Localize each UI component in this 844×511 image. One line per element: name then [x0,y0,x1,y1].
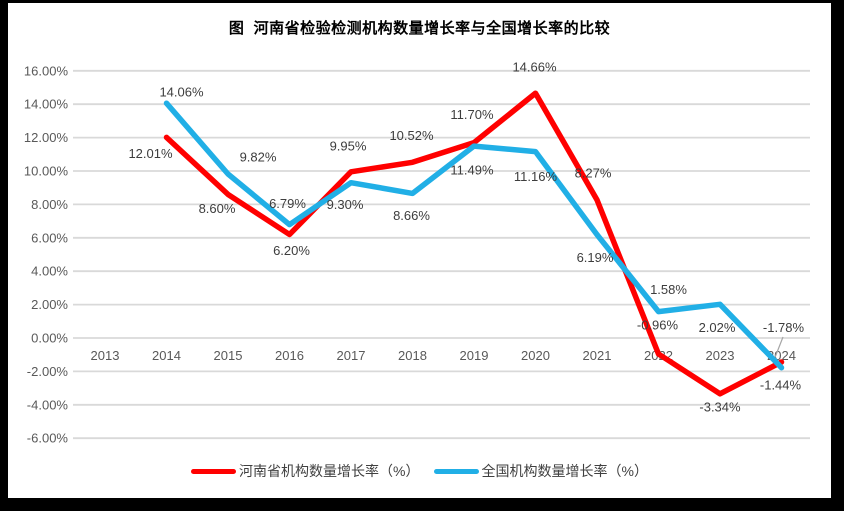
x-axis-tick-label: 2019 [460,348,489,363]
data-label-henan: 6.20% [273,243,310,258]
data-label-henan: 10.52% [389,128,434,143]
x-axis-tick-label: 2017 [337,348,366,363]
data-label-henan: -0.96% [637,318,679,333]
x-axis-tick-label: 2013 [91,348,120,363]
y-axis-tick-label: -2.00% [27,364,69,379]
chart-title: 图 河南省检验检测机构数量增长率与全国增长率的比较 [228,20,611,37]
label-leader-line [773,336,784,361]
data-label-henan: 8.27% [575,165,612,180]
data-label-national: 9.30% [327,197,364,212]
x-axis-tick-label: 2016 [275,348,304,363]
legend-label-national: 全国机构数量增长率（%） [481,463,648,479]
data-label-henan: 11.70% [450,107,494,122]
data-label-henan: -3.34% [699,399,741,414]
y-axis-tick-label: 14.00% [24,97,69,112]
x-axis-tick-label: 2014 [152,348,181,363]
data-label-henan: -1.44% [760,378,802,393]
series-line-national [163,100,785,371]
chart-card [8,3,831,498]
x-axis-tick-label: 2023 [706,348,735,363]
x-axis-tick-label: 2020 [521,348,550,363]
x-axis-tick-label: 2021 [583,348,612,363]
legend-item-national: 全国机构数量增长率（%） [433,461,648,481]
data-label-henan: 12.01% [128,146,173,161]
legend-item-henan: 河南省机构数量增长率（%） [191,461,420,481]
y-axis-tick-label: 4.00% [31,264,68,279]
y-axis-tick-label: 10.00% [24,164,69,179]
y-axis-tick-label: 6.00% [31,230,68,245]
data-label-henan: 14.66% [512,60,557,75]
data-label-national: 6.19% [577,250,614,265]
data-label-national: 8.66% [393,208,430,223]
data-label-henan: 9.95% [330,138,367,153]
series-line-henan [163,90,785,397]
data-label-national: -1.78% [763,320,805,335]
x-axis-tick-label: 2018 [398,348,427,363]
legend-label-henan: 河南省机构数量增长率（%） [239,463,420,479]
y-axis-tick-label: 0.00% [31,331,68,346]
x-axis-tick-label: 2015 [214,348,243,363]
data-label-national: 1.58% [650,282,687,297]
y-axis-tick-label: 8.00% [31,197,68,212]
legend-line-swatch-henan [191,468,237,474]
legend-line-swatch-national [433,468,479,474]
y-axis-tick-label: -4.00% [27,397,69,412]
data-label-national: 6.79% [269,196,306,211]
legend: 河南省机构数量增长率（%） 全国机构数量增长率（%） [8,459,831,483]
y-axis-tick-label: 2.00% [31,297,68,312]
data-label-national: 11.49% [450,163,494,178]
data-label-national: 11.16% [514,169,558,184]
data-label-henan: 8.60% [199,201,236,216]
data-label-national: 2.02% [699,320,736,335]
data-label-national: 14.06% [159,85,204,100]
y-axis-tick-label: 16.00% [24,63,69,78]
y-axis-tick-label: 12.00% [24,130,69,145]
y-axis-tick-label: -6.00% [27,431,69,446]
data-label-national: 9.82% [240,150,277,165]
